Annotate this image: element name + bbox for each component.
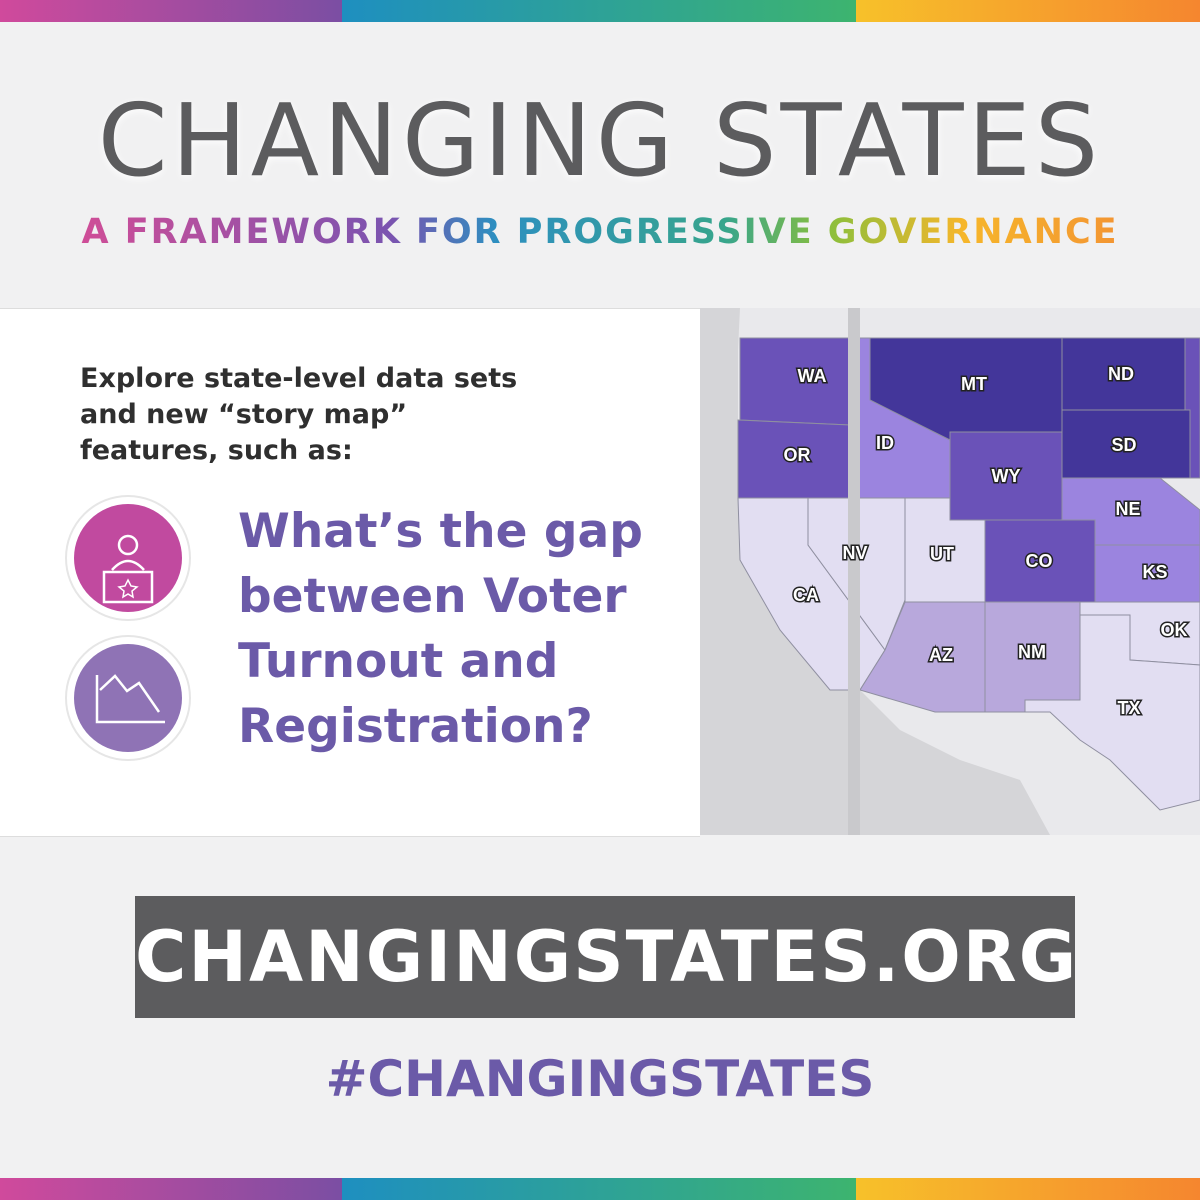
state-label: AZ: [929, 645, 953, 665]
rainbow-bar: [0, 1178, 1200, 1200]
state-label: MT: [961, 374, 987, 394]
state-label: KS: [1142, 562, 1167, 582]
state-label: CA: [793, 585, 819, 605]
rainbow-bar: [0, 0, 1200, 22]
state-label: ND: [1108, 364, 1134, 384]
state-label: WY: [992, 466, 1021, 486]
state-label: WA: [798, 366, 827, 386]
title: CHANGING STATES: [97, 82, 1103, 199]
intro-text: Explore state-level data sets and new “s…: [80, 363, 518, 466]
state-label: UT: [930, 544, 954, 564]
subtitle-text: A FRAMEWORK FOR PROGRESSIVE GOVERNANCE: [81, 212, 1119, 252]
state-label: NV: [842, 543, 867, 563]
state-label: OK: [1161, 620, 1188, 640]
state-label: SD: [1111, 435, 1136, 455]
subtitle: A FRAMEWORK FOR PROGRESSIVE GOVERNANCE: [0, 212, 1200, 252]
map: WA OR CA ID NV UT MT WY CO AZ NM ND SD N…: [700, 308, 1200, 835]
state-label: TX: [1117, 698, 1140, 718]
state-label: ID: [876, 433, 894, 453]
state-label: NE: [1115, 499, 1140, 519]
hashtag: #CHANGINGSTATES: [325, 1050, 875, 1108]
website-url: CHANGINGSTATES.ORG: [135, 896, 1076, 1018]
state-label: NM: [1018, 642, 1046, 662]
state-label: CO: [1026, 551, 1053, 571]
icons: [65, 495, 191, 761]
state-label: OR: [784, 445, 811, 465]
question: What’s the gap between Voter Turnout and…: [238, 504, 643, 754]
